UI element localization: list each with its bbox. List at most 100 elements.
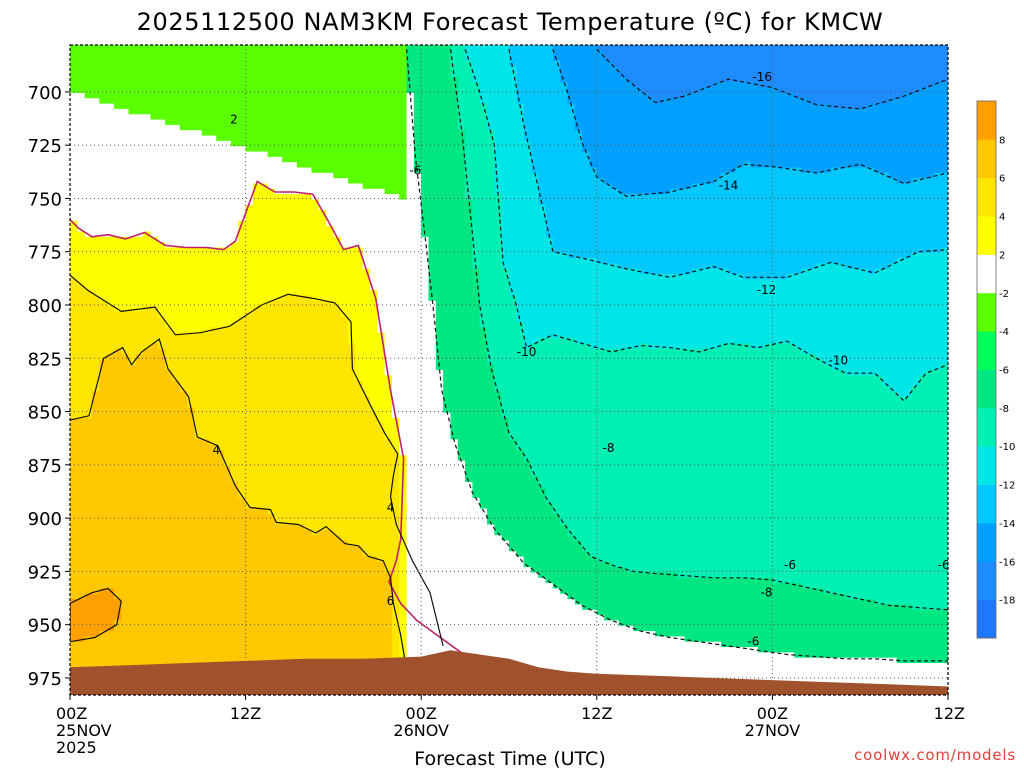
fill-cell — [113, 401, 122, 408]
fill-cell — [84, 524, 93, 531]
fill-cell — [179, 620, 188, 627]
fill-cell — [260, 385, 269, 392]
fill-cell — [165, 114, 174, 121]
fill-cell — [333, 620, 342, 627]
fill-cell — [106, 172, 115, 179]
fill-cell — [179, 604, 188, 611]
fill-cell — [143, 551, 152, 558]
fill-cell — [267, 71, 276, 78]
fill-cell — [106, 247, 115, 254]
fill-cell — [216, 45, 225, 51]
fill-cell — [99, 519, 108, 526]
fill-cell — [113, 258, 122, 265]
fill-cell — [135, 284, 144, 291]
fill-cell — [355, 327, 364, 334]
fill-cell — [252, 428, 261, 435]
fill-cell — [348, 172, 356, 179]
fill-cell — [150, 76, 159, 83]
fill-cell — [274, 50, 283, 57]
fill-cell — [194, 545, 203, 552]
fill-cell — [91, 71, 100, 78]
fill-cell — [340, 577, 349, 584]
fill-cell — [340, 199, 349, 206]
fill-cell — [245, 359, 254, 366]
fill-cell — [348, 625, 356, 632]
fill-cell — [194, 615, 203, 622]
fill-cell — [318, 561, 327, 568]
fill-cell — [296, 130, 305, 137]
fill-cell — [70, 583, 78, 590]
fill-cell — [289, 151, 298, 158]
fill-cell — [157, 540, 166, 547]
fill-cell — [289, 359, 298, 366]
fill-cell — [150, 391, 159, 398]
fill-cell — [340, 444, 349, 451]
fill-cell — [194, 535, 203, 542]
fill-cell — [157, 167, 166, 174]
fill-cell — [318, 103, 327, 110]
fill-cell — [201, 55, 210, 62]
fill-cell — [223, 322, 232, 328]
fill-cell — [245, 567, 254, 574]
fill-cell — [230, 114, 239, 121]
fill-cell — [333, 263, 342, 270]
fill-cell — [252, 380, 261, 387]
fill-cell — [318, 162, 327, 169]
fill-cell — [113, 593, 122, 600]
fill-cell — [179, 588, 188, 595]
fill-cell — [157, 615, 166, 622]
fill-cell — [252, 103, 261, 110]
fill-cell — [201, 615, 210, 622]
fill-cell — [267, 140, 276, 147]
fill-cell — [187, 274, 195, 281]
fill-cell — [267, 641, 276, 648]
fill-cell — [355, 513, 364, 520]
fill-cell — [252, 556, 261, 563]
fill-cell — [348, 242, 356, 249]
fill-cell — [70, 561, 78, 568]
fill-cell — [201, 561, 210, 568]
fill-cell — [274, 98, 283, 105]
fill-cell — [223, 76, 232, 83]
fill-cell — [106, 497, 115, 504]
fill-cell — [362, 124, 371, 131]
fill-cell — [274, 114, 283, 121]
fill-cell — [179, 311, 188, 318]
fill-cell — [99, 220, 108, 227]
fill-cell — [238, 370, 247, 376]
fill-cell — [216, 625, 225, 632]
fill-cell — [157, 593, 166, 600]
fill-cell — [333, 476, 342, 483]
fill-cell — [128, 481, 137, 488]
fill-cell — [128, 599, 137, 606]
fill-cell — [355, 60, 364, 67]
fill-cell — [121, 92, 130, 99]
fill-cell — [216, 151, 225, 158]
fill-cell — [333, 183, 342, 190]
fill-cell — [304, 135, 313, 142]
fill-cell — [99, 428, 108, 435]
fill-cell — [282, 641, 291, 648]
fill-cell — [274, 407, 283, 414]
fill-cell — [274, 375, 283, 382]
fill-cell — [318, 636, 327, 643]
fill-cell — [340, 583, 349, 590]
fill-cell — [187, 295, 195, 302]
fill-cell — [150, 258, 159, 265]
fill-cell — [172, 274, 181, 281]
fill-cell — [260, 204, 269, 211]
fill-cell — [289, 609, 298, 616]
fill-cell — [260, 583, 269, 590]
fill-cell — [209, 577, 217, 584]
fill-cell — [70, 444, 78, 451]
fill-cell — [340, 524, 349, 531]
fill-cell — [252, 572, 261, 579]
fill-cell — [296, 108, 305, 115]
fill-cell — [318, 242, 327, 249]
fill-cell — [157, 226, 166, 233]
fill-cell — [252, 444, 261, 451]
fill-cell — [99, 375, 108, 382]
fill-cell — [143, 338, 152, 344]
fill-cell — [99, 625, 108, 632]
fill-cell — [106, 359, 115, 366]
